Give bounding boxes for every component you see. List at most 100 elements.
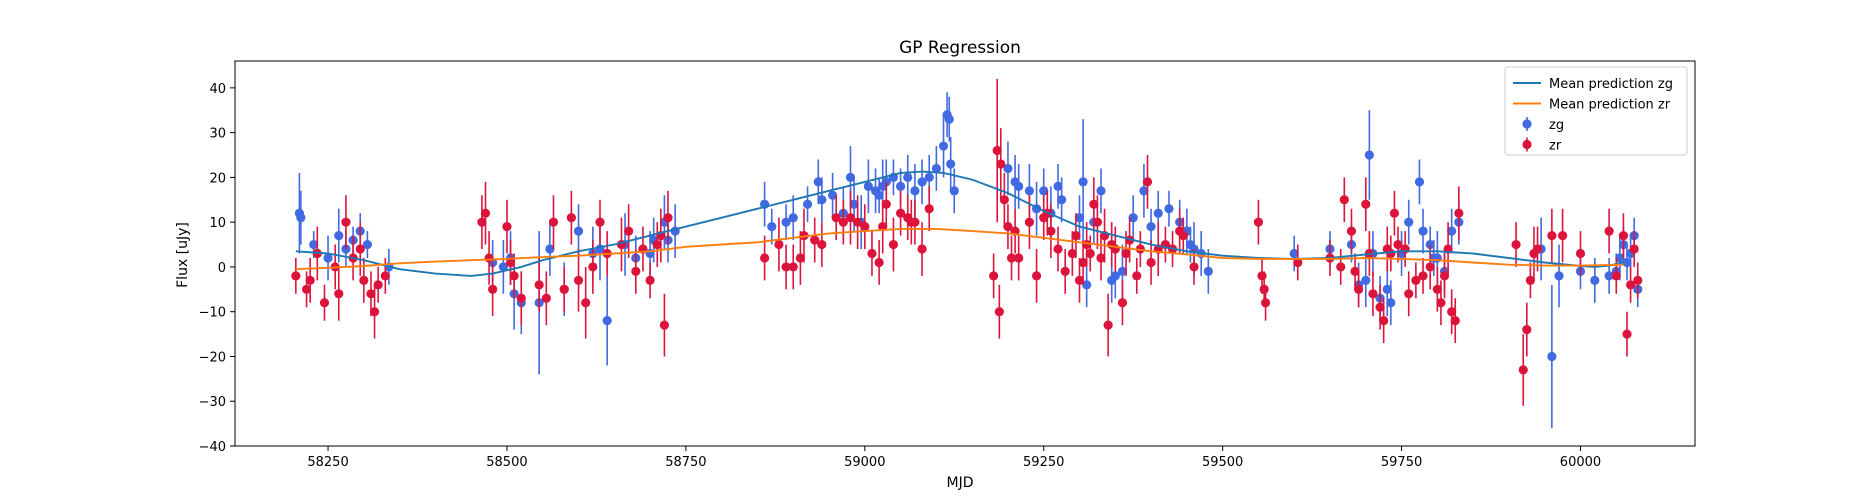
data-point [860, 222, 869, 231]
data-point [1554, 271, 1563, 280]
data-point [1386, 298, 1395, 307]
x-tick-label: 60000 [1560, 455, 1601, 470]
data-point [767, 222, 776, 231]
data-point [1547, 231, 1556, 240]
x-axis-label: MJD [947, 475, 974, 491]
x-tick-label: 59250 [1023, 455, 1064, 470]
data-point [1630, 244, 1639, 253]
data-point [1057, 195, 1066, 204]
data-point [889, 240, 898, 249]
y-tick-label: −40 [199, 440, 226, 455]
data-point [1014, 182, 1023, 191]
data-point [867, 249, 876, 258]
data-point [789, 213, 798, 222]
data-point [1257, 271, 1266, 280]
data-point [517, 294, 526, 303]
data-point [1354, 285, 1363, 294]
data-point [1633, 276, 1642, 285]
data-point [542, 294, 551, 303]
data-point [1000, 195, 1009, 204]
data-point [817, 240, 826, 249]
data-point [1590, 276, 1599, 285]
y-tick-label: 10 [209, 216, 226, 231]
data-point [581, 298, 590, 307]
data-point [1046, 227, 1055, 236]
data-point [381, 271, 390, 280]
data-point [817, 195, 826, 204]
data-point [1576, 249, 1585, 258]
data-point [1146, 258, 1155, 267]
data-point [1436, 298, 1445, 307]
data-point [939, 141, 948, 150]
data-point [774, 240, 783, 249]
data-point [1061, 267, 1070, 276]
data-point [1511, 240, 1520, 249]
data-point [1254, 218, 1263, 227]
x-tick-label: 59500 [1202, 455, 1243, 470]
data-point [1071, 231, 1080, 240]
data-point [1558, 231, 1567, 240]
data-point [1418, 271, 1427, 280]
data-point [995, 307, 1004, 316]
data-point [1426, 262, 1435, 271]
data-point [660, 321, 669, 330]
data-point [1347, 227, 1356, 236]
data-point [910, 218, 919, 227]
legend-label: Mean prediction zg [1549, 77, 1673, 92]
data-point [1086, 249, 1095, 258]
data-point [1386, 249, 1395, 258]
data-point [359, 276, 368, 285]
x-tick-label: 58250 [307, 455, 348, 470]
y-tick-label: 40 [209, 82, 226, 97]
y-tick-label: 30 [209, 127, 226, 142]
data-point [567, 213, 576, 222]
data-point [875, 258, 884, 267]
data-point [1336, 262, 1345, 271]
x-tick-label: 58500 [486, 455, 527, 470]
data-point [1143, 177, 1152, 186]
data-point [925, 204, 934, 213]
data-point [1418, 227, 1427, 236]
legend: Mean prediction zg Mean prediction zr zg zr [1505, 67, 1687, 155]
data-point [334, 231, 343, 240]
data-point [1204, 267, 1213, 276]
data-point [306, 276, 315, 285]
data-point [1368, 289, 1377, 298]
x-tick-label: 59750 [1381, 455, 1422, 470]
data-point [1032, 271, 1041, 280]
data-point [291, 271, 300, 280]
data-point [1519, 365, 1528, 374]
data-point [925, 173, 934, 182]
data-point [910, 186, 919, 195]
data-point [1025, 186, 1034, 195]
data-point [595, 218, 604, 227]
plot-inner [291, 79, 1642, 428]
data-point [1404, 289, 1413, 298]
data-point [803, 200, 812, 209]
data-point [1096, 186, 1105, 195]
data-point [574, 227, 583, 236]
data-point [374, 280, 383, 289]
y-tick-label: −20 [199, 350, 226, 365]
data-point [1104, 321, 1113, 330]
data-point [1146, 222, 1155, 231]
data-point [624, 227, 633, 236]
data-point [1118, 298, 1127, 307]
data-point [603, 316, 612, 325]
data-point [1025, 218, 1034, 227]
data-point [1132, 271, 1141, 280]
data-point [1164, 204, 1173, 213]
data-point [574, 276, 583, 285]
data-point [1451, 316, 1460, 325]
data-point [1053, 244, 1062, 253]
data-point [760, 253, 769, 262]
x-tick-label: 59000 [844, 455, 885, 470]
data-point [296, 213, 305, 222]
data-point [1390, 209, 1399, 218]
data-point [1454, 209, 1463, 218]
data-point [560, 285, 569, 294]
data-point [645, 276, 654, 285]
y-axis-label: Flux [uJy] [175, 222, 191, 288]
legend-marker-swatch [1522, 140, 1531, 149]
